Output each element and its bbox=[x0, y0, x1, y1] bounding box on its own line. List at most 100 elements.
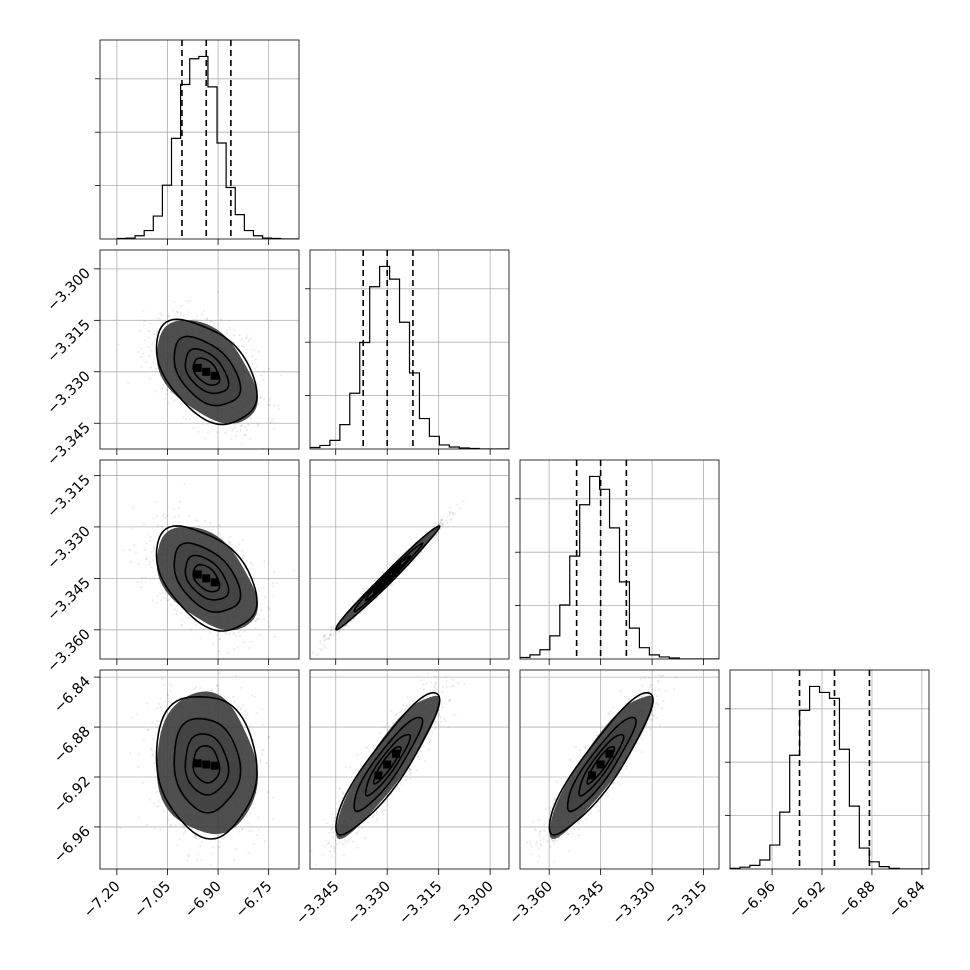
scatter-point bbox=[423, 550, 426, 553]
scatter-point bbox=[200, 858, 203, 861]
scatter-point bbox=[448, 698, 451, 701]
scatter-point bbox=[262, 617, 266, 621]
scatter-point bbox=[334, 839, 337, 842]
contour-0 bbox=[155, 318, 258, 426]
scatter-point bbox=[272, 796, 275, 799]
scatter-point bbox=[192, 836, 195, 839]
contour-0 bbox=[335, 525, 441, 631]
scatter-point bbox=[228, 632, 231, 635]
scatter-point bbox=[188, 299, 192, 302]
scatter-point bbox=[438, 523, 441, 526]
scatter-point bbox=[166, 693, 169, 696]
scatter-point bbox=[343, 626, 346, 629]
scatter-point bbox=[206, 422, 210, 425]
scatter-point bbox=[253, 695, 257, 699]
scatter-point bbox=[249, 561, 252, 564]
scatter-point bbox=[152, 737, 155, 741]
density-peak bbox=[391, 565, 400, 574]
scatter-point bbox=[173, 301, 176, 304]
scatter-point bbox=[241, 538, 244, 541]
scatter-point bbox=[449, 506, 452, 509]
scatter-point bbox=[338, 629, 341, 632]
tick-label-y: −6.88 bbox=[51, 724, 94, 767]
scatter-point bbox=[429, 681, 432, 684]
scatter-point bbox=[448, 700, 451, 703]
scatter-point bbox=[122, 549, 125, 552]
scatter-point bbox=[195, 624, 198, 627]
scatter-point bbox=[328, 831, 331, 835]
scatter-point bbox=[278, 407, 281, 410]
scatter-point bbox=[256, 424, 259, 427]
scatter-point bbox=[273, 404, 276, 407]
scatter-point bbox=[418, 758, 421, 761]
scatter-point bbox=[227, 651, 230, 654]
scatter-point bbox=[159, 697, 162, 700]
scatter-point bbox=[164, 393, 168, 396]
scatter-point bbox=[142, 522, 145, 525]
scatter-point bbox=[348, 602, 351, 606]
scatter-point bbox=[318, 647, 322, 651]
scatter-point bbox=[437, 530, 440, 534]
scatter-point bbox=[192, 318, 195, 321]
scatter-point bbox=[140, 580, 143, 583]
scatter-point bbox=[328, 850, 332, 853]
scatter-point bbox=[354, 769, 357, 772]
scatter-point bbox=[448, 510, 451, 513]
scatter-point bbox=[219, 637, 222, 641]
scatter-point bbox=[167, 314, 170, 317]
scatter-point bbox=[311, 651, 314, 654]
scatter-point bbox=[137, 816, 140, 819]
scatter-point bbox=[428, 741, 431, 744]
scatter-point bbox=[179, 311, 182, 314]
scatter-point bbox=[149, 536, 152, 539]
scatter-point bbox=[171, 309, 174, 312]
scatter-point bbox=[293, 569, 296, 572]
tick-label-y: −6.92 bbox=[51, 774, 94, 817]
scatter-point bbox=[230, 437, 233, 440]
scatter-point bbox=[172, 508, 175, 511]
scatter-point bbox=[246, 336, 249, 339]
scatter-point bbox=[216, 430, 219, 434]
scatter-point bbox=[210, 853, 213, 856]
scatter-point bbox=[440, 703, 443, 706]
scatter-point bbox=[269, 403, 272, 406]
scatter-point bbox=[267, 367, 270, 371]
scatter-point bbox=[332, 626, 335, 629]
contour-1 bbox=[173, 717, 242, 814]
scatter-point bbox=[434, 534, 437, 537]
scatter-point bbox=[472, 661, 474, 663]
scatter-point bbox=[395, 713, 398, 716]
scatter-point bbox=[268, 608, 272, 611]
scatter-point bbox=[371, 816, 374, 819]
scatter-point bbox=[268, 625, 271, 628]
scatter-point bbox=[247, 646, 250, 650]
scatter-point bbox=[376, 817, 379, 821]
scatter-point bbox=[177, 506, 181, 509]
scatter-point bbox=[147, 728, 150, 731]
scatter-point bbox=[332, 846, 336, 849]
scatter-point bbox=[161, 525, 164, 529]
scatter-point bbox=[140, 347, 143, 350]
scatter-point bbox=[160, 321, 163, 324]
scatter-point bbox=[319, 639, 322, 643]
scatter-point bbox=[231, 429, 234, 432]
tick-label-y: −3.345 bbox=[45, 575, 94, 624]
scatter-point bbox=[272, 418, 275, 421]
scatter-point bbox=[240, 550, 243, 553]
contour-2 bbox=[364, 554, 412, 602]
scatter-point bbox=[154, 337, 157, 340]
scatter-point bbox=[445, 686, 448, 689]
scatter-point bbox=[170, 823, 173, 826]
scatter-point bbox=[257, 614, 260, 617]
panel-frame bbox=[99, 459, 300, 660]
scatter-point bbox=[257, 423, 260, 426]
scatter-point bbox=[232, 695, 235, 699]
tick-label-y: −3.345 bbox=[45, 420, 94, 469]
scatter-point bbox=[397, 787, 401, 790]
scatter-point bbox=[151, 361, 154, 364]
scatter-point bbox=[448, 511, 452, 514]
scatter-point bbox=[182, 832, 185, 835]
scatter-point bbox=[152, 333, 155, 336]
scatter-point bbox=[143, 548, 146, 552]
scatter-point bbox=[341, 628, 345, 631]
